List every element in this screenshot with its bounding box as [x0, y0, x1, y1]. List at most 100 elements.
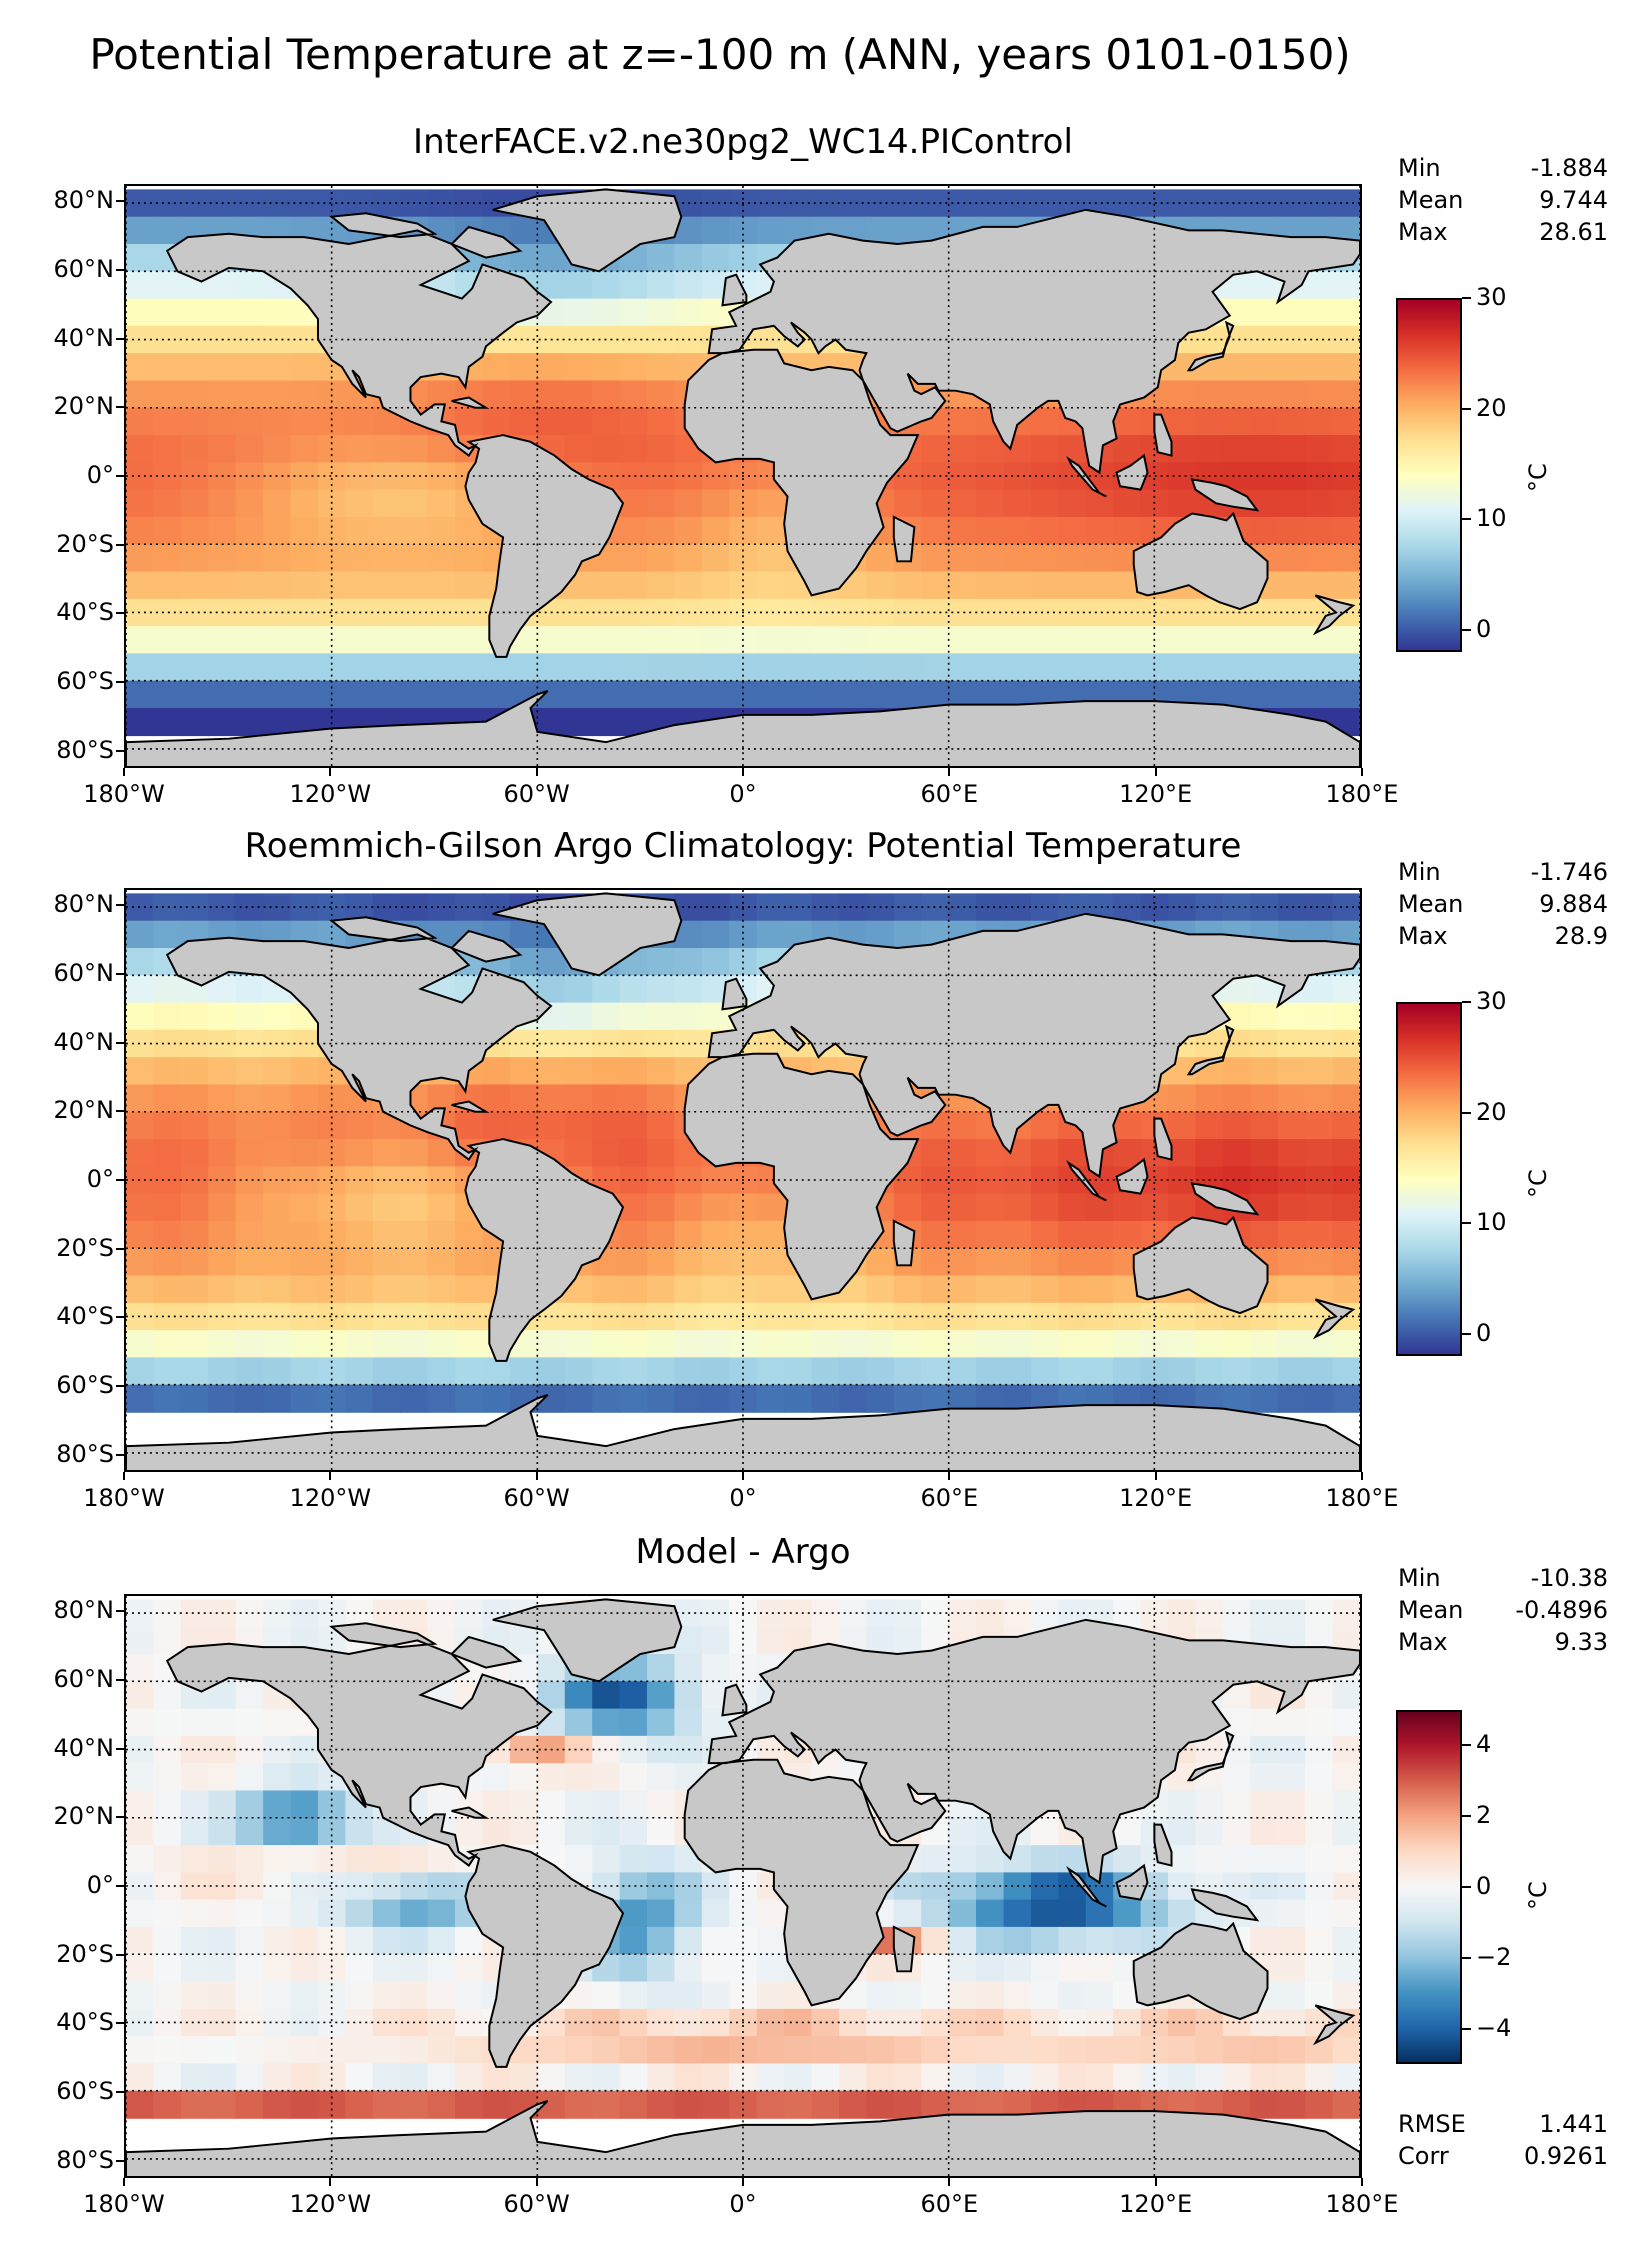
- lat-tick-label: 0°: [86, 461, 114, 489]
- map-model[interactable]: [124, 184, 1362, 768]
- stat-min: -1.746: [1530, 858, 1608, 886]
- colorbar-tick: [1462, 518, 1471, 521]
- lon-tick-label: 120°W: [289, 2190, 372, 2218]
- figure-title: Potential Temperature at z=-100 m (ANN, …: [89, 30, 1351, 79]
- lon-tick-label: 180°E: [1325, 780, 1399, 808]
- colorbar-tick: [1462, 1956, 1471, 1959]
- colorbar-tick-label: 30: [1476, 987, 1507, 1015]
- lat-tick-label: 40°S: [56, 2008, 114, 2037]
- colorbar-tick: [1462, 1744, 1471, 1747]
- lat-tick: [116, 1885, 124, 1887]
- colorbar-tick-label: 30: [1476, 283, 1507, 311]
- colorbar-unit-model: °C: [1524, 463, 1552, 492]
- lon-tick-label: 180°W: [83, 780, 165, 808]
- colorbar-tick-label: −2: [1476, 1942, 1512, 1971]
- lon-tick: [329, 2178, 332, 2186]
- lon-tick-label: 180°E: [1325, 1484, 1399, 1512]
- lon-tick: [1361, 1472, 1363, 1480]
- colorbar-tick: [1462, 297, 1471, 299]
- lon-tick: [948, 768, 951, 776]
- colorbar-unit-argo: °C: [1524, 1169, 1552, 1198]
- lat-tick-label: 0°: [86, 1871, 114, 1899]
- lon-tick: [1154, 1472, 1157, 1480]
- stats-argo: Min -1.746 Mean 9.884 Max 28.9: [1398, 856, 1608, 952]
- lon-tick: [742, 2178, 744, 2186]
- colorbar-tick: [1462, 1332, 1471, 1335]
- lon-tick: [123, 768, 125, 776]
- stat-mean: -0.4896: [1515, 1596, 1608, 1624]
- lat-tick-label: 80°N: [53, 890, 115, 919]
- panel-title-model: InterFACE.v2.ne30pg2_WC14.PIControl: [413, 122, 1073, 162]
- colorbar-tick-label: 0: [1476, 1872, 1492, 1900]
- lat-tick: [116, 2091, 124, 2094]
- lon-tick-label: 60°W: [503, 2190, 570, 2218]
- lon-tick: [1154, 768, 1157, 776]
- lat-tick-label: 60°N: [53, 958, 115, 987]
- colorbar-tick: [1462, 1001, 1471, 1003]
- lat-tick: [116, 543, 124, 546]
- lat-tick: [116, 1816, 124, 1819]
- colorbar-diff: [1396, 1710, 1462, 2064]
- lat-tick-label: 40°N: [53, 1027, 115, 1056]
- lon-tick-label: 180°E: [1325, 2190, 1399, 2218]
- stat-corr: 0.9261: [1524, 2142, 1608, 2170]
- lon-tick: [1154, 2178, 1157, 2186]
- lat-tick: [116, 200, 124, 203]
- colorbar-tick: [1462, 1815, 1471, 1818]
- stat-label-mean: Mean: [1398, 1596, 1464, 1624]
- lat-tick: [116, 1453, 124, 1456]
- lat-tick-label: 80°N: [53, 1596, 115, 1625]
- map-argo[interactable]: [124, 888, 1362, 1472]
- lat-tick-label: 20°N: [53, 392, 115, 421]
- colorbar-tick: [1462, 628, 1471, 631]
- colorbar-tick-label: 2: [1476, 1801, 1492, 1830]
- lat-tick-label: 40°S: [56, 1302, 114, 1331]
- stat-label-max: Max: [1398, 1628, 1448, 1656]
- stat-label-min: Min: [1398, 858, 1441, 886]
- land-mask: [126, 1598, 1360, 2176]
- colorbar-tick-label: 20: [1476, 393, 1507, 422]
- lat-tick-label: 80°N: [53, 186, 115, 215]
- lat-tick-label: 80°S: [56, 735, 114, 764]
- stat-min: -1.884: [1530, 154, 1608, 182]
- lon-tick: [948, 1472, 951, 1480]
- stats-skill: RMSE 1.441 Corr 0.9261: [1398, 2108, 1608, 2172]
- lon-tick-label: 0°: [729, 2190, 757, 2218]
- lat-tick: [116, 1316, 124, 1319]
- gridlines: [126, 186, 1360, 766]
- stat-label-mean: Mean: [1398, 890, 1464, 918]
- stats-diff: Min -10.38 Mean -0.4896 Max 9.33: [1398, 1562, 1608, 1658]
- gridlines: [126, 1596, 1360, 2176]
- lon-tick-label: 120°E: [1119, 1484, 1193, 1512]
- colorbar-argo: [1396, 1002, 1462, 1356]
- lon-tick-label: 120°E: [1119, 2190, 1193, 2218]
- colorbar-tick-label: 10: [1476, 504, 1507, 533]
- stat-label-max: Max: [1398, 218, 1448, 246]
- lat-tick-label: 20°S: [56, 529, 114, 558]
- lat-tick-label: 80°S: [56, 1439, 114, 1468]
- lat-tick: [116, 2159, 124, 2162]
- lat-tick: [116, 1953, 124, 1956]
- lon-tick-label: 120°W: [289, 780, 372, 808]
- lon-tick: [535, 2178, 538, 2186]
- lon-tick: [1361, 768, 1363, 776]
- lat-tick-label: 0°: [86, 1165, 114, 1193]
- lon-tick: [742, 1472, 744, 1480]
- gridlines: [126, 890, 1360, 1470]
- lat-tick-label: 60°N: [53, 1664, 115, 1693]
- lat-tick: [116, 337, 124, 340]
- lat-tick: [116, 1747, 124, 1750]
- lon-tick: [742, 768, 744, 776]
- map-difference[interactable]: [124, 1594, 1362, 2178]
- lat-tick: [116, 1041, 124, 1044]
- lon-tick-label: 180°W: [83, 2190, 165, 2218]
- stat-label-mean: Mean: [1398, 186, 1464, 214]
- lat-tick: [116, 904, 124, 907]
- lat-tick-label: 60°S: [56, 1371, 114, 1400]
- colorbar-tick: [1462, 1222, 1471, 1225]
- colorbar-tick-label: 0: [1476, 614, 1492, 643]
- lat-tick-label: 20°N: [53, 1802, 115, 1831]
- colorbar-tick-label: 4: [1476, 1730, 1492, 1759]
- lat-tick-label: 40°N: [53, 323, 115, 352]
- lon-tick: [329, 1472, 332, 1480]
